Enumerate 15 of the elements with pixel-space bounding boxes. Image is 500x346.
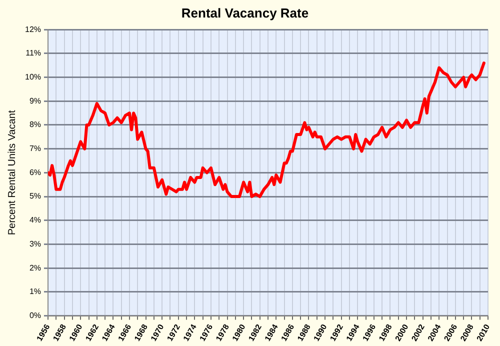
y-tick-label: 6% bbox=[29, 168, 42, 177]
y-tick-label: 1% bbox=[29, 287, 42, 296]
chart-title: Rental Vacancy Rate bbox=[181, 5, 309, 20]
y-tick-label: 3% bbox=[29, 239, 42, 248]
y-tick-label: 2% bbox=[29, 263, 42, 272]
y-tick-label: 8% bbox=[29, 120, 42, 130]
y-tick-label: 0% bbox=[29, 310, 42, 320]
y-tick-label: 5% bbox=[29, 192, 42, 201]
y-tick-label: 7% bbox=[29, 144, 42, 154]
y-tick-label: 11% bbox=[26, 48, 42, 58]
y-tick-label: 9% bbox=[29, 96, 42, 106]
y-tick-label: 12% bbox=[24, 24, 42, 34]
y-axis-title: Percent Rental Units Vacant bbox=[6, 110, 18, 236]
y-tick-label: 10% bbox=[24, 72, 42, 82]
y-tick-label: 4% bbox=[29, 216, 42, 225]
